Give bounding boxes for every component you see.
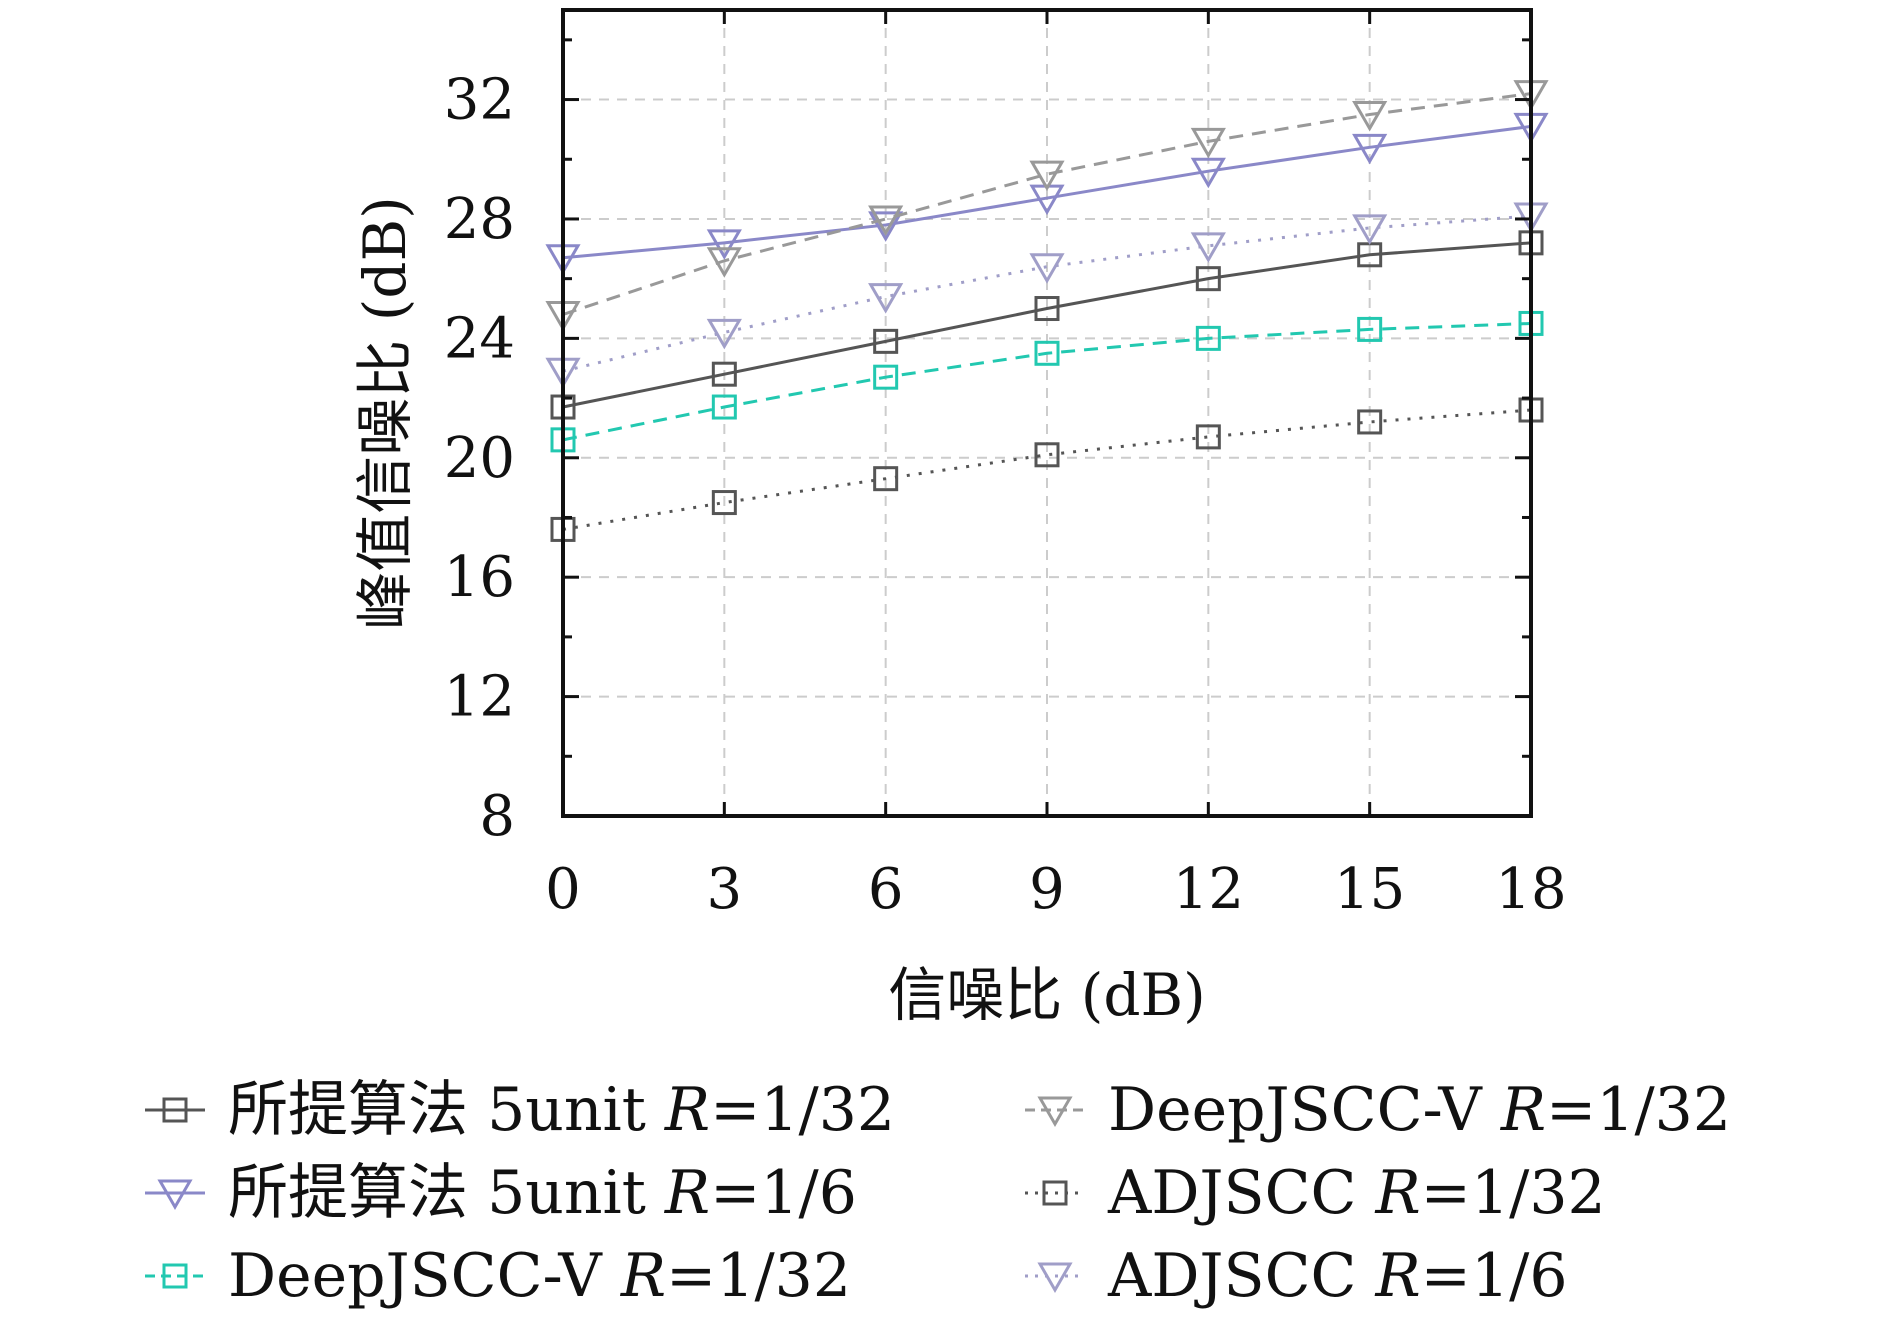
legend-item: ADJSCC R=1/32 xyxy=(1025,1158,1606,1228)
series-line xyxy=(562,124,1532,260)
data-point xyxy=(706,247,742,278)
data-point xyxy=(873,466,899,492)
legend-item: 所提算法 5unit R=1/6 xyxy=(145,1158,857,1228)
x-axis-title: 信噪比 (dB) xyxy=(888,961,1205,1029)
data-point xyxy=(1034,442,1060,468)
data-point xyxy=(1034,340,1060,366)
data-point xyxy=(1195,325,1221,351)
y-tick-label: 24 xyxy=(444,306,515,371)
legend-marker xyxy=(162,1263,188,1289)
legend-item: DeepJSCC-V R=1/32 xyxy=(145,1241,851,1311)
y-tick-label: 20 xyxy=(444,426,515,491)
legend-label: DeepJSCC-V R=1/32 xyxy=(1108,1075,1731,1145)
data-point xyxy=(873,364,899,390)
grid xyxy=(563,10,1531,816)
x-tick-label: 12 xyxy=(1173,857,1244,922)
data-point xyxy=(1190,157,1226,189)
x-tick-label: 18 xyxy=(1495,857,1566,922)
data-point xyxy=(1029,160,1065,192)
data-point xyxy=(1352,133,1388,165)
legend-label: 所提算法 5unit R=1/32 xyxy=(228,1075,895,1145)
data-point xyxy=(1190,232,1226,263)
x-tick-label: 15 xyxy=(1334,857,1405,922)
series-4 xyxy=(545,80,1549,332)
ticks: 0 3 6 9 12 15 18 8 12 16 20 24 28 32 xyxy=(444,10,1567,922)
data-point xyxy=(1357,409,1383,435)
legend-marker xyxy=(1037,1262,1073,1294)
data-point xyxy=(1357,316,1383,342)
data-point xyxy=(1195,266,1221,292)
data-point xyxy=(1029,253,1065,284)
data-point xyxy=(1195,424,1221,450)
data-point xyxy=(706,229,742,260)
y-tick-label: 32 xyxy=(444,68,515,133)
data-point xyxy=(711,394,737,420)
y-tick-label: 8 xyxy=(479,784,515,849)
legend-marker xyxy=(162,1097,188,1123)
data-point xyxy=(711,490,737,516)
legend-item: ADJSCC R=1/6 xyxy=(1025,1241,1568,1311)
data-point xyxy=(706,318,742,350)
x-tick-label: 6 xyxy=(868,857,904,922)
y-tick-label: 12 xyxy=(444,665,515,730)
series-line xyxy=(562,92,1532,316)
data-point xyxy=(1352,214,1388,245)
legend-label: 所提算法 5unit R=1/6 xyxy=(228,1158,857,1228)
series-layer xyxy=(545,80,1549,542)
data-point xyxy=(1352,100,1388,132)
legend-item: DeepJSCC-V R=1/32 xyxy=(1025,1075,1731,1145)
y-tick-label: 16 xyxy=(444,545,515,610)
series-line xyxy=(562,321,1532,442)
legend-item: 所提算法 5unit R=1/32 xyxy=(145,1075,895,1145)
legend-label: ADJSCC R=1/32 xyxy=(1107,1158,1606,1228)
legend-marker xyxy=(1042,1180,1068,1206)
legend-label: DeepJSCC-V R=1/32 xyxy=(228,1241,851,1311)
legend: 所提算法 5unit R=1/32 所提算法 5unit R=1/6 DeepJSC… xyxy=(145,1075,1731,1311)
series-line xyxy=(562,214,1532,373)
data-point xyxy=(868,211,904,242)
x-tick-label: 0 xyxy=(545,857,581,922)
data-point xyxy=(868,205,904,236)
y-axis-title: 峰值信噪比 (dB) xyxy=(351,196,419,629)
data-point xyxy=(711,361,737,387)
data-point xyxy=(1034,296,1060,322)
series-line xyxy=(562,241,1532,409)
legend-marker xyxy=(1037,1096,1073,1128)
data-point xyxy=(873,328,899,354)
data-point xyxy=(1190,127,1226,159)
y-tick-label: 28 xyxy=(444,187,515,252)
data-point xyxy=(868,283,904,314)
legend-label: ADJSCC R=1/6 xyxy=(1107,1241,1568,1311)
legend-marker xyxy=(157,1179,193,1211)
x-tick-label: 9 xyxy=(1029,857,1065,922)
x-tick-label: 3 xyxy=(707,857,743,922)
